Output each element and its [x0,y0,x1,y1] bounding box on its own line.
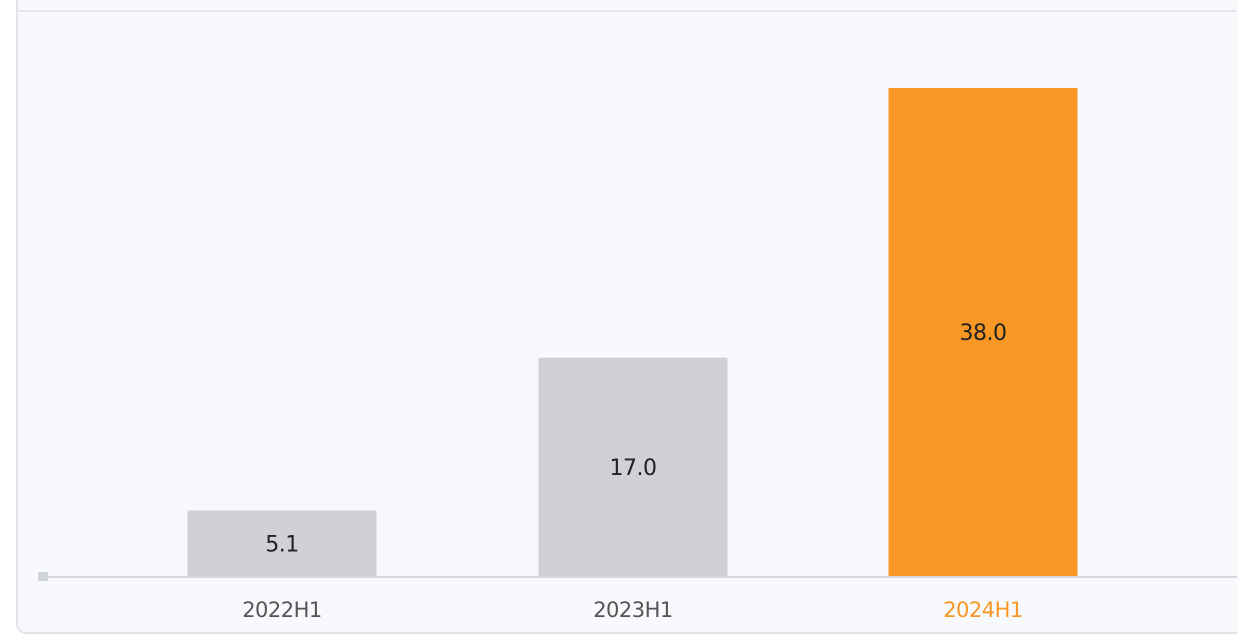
value-label-2023H1: 17.0 [610,456,657,481]
axis-origin-marker [38,572,48,581]
bar-2024H1 [888,88,1078,576]
x-tick-label-2022H1: 2022H1 [242,598,322,622]
card-top-divider [18,10,1237,12]
value-label-2024H1: 38.0 [960,321,1007,346]
x-tick-label-2024H1: 2024H1 [943,598,1023,622]
bar-2022H1 [187,510,377,576]
value-label-2022H1: 5.1 [265,532,299,557]
x-tick-label-2023H1: 2023H1 [593,598,673,622]
bar-2023H1 [538,357,728,576]
